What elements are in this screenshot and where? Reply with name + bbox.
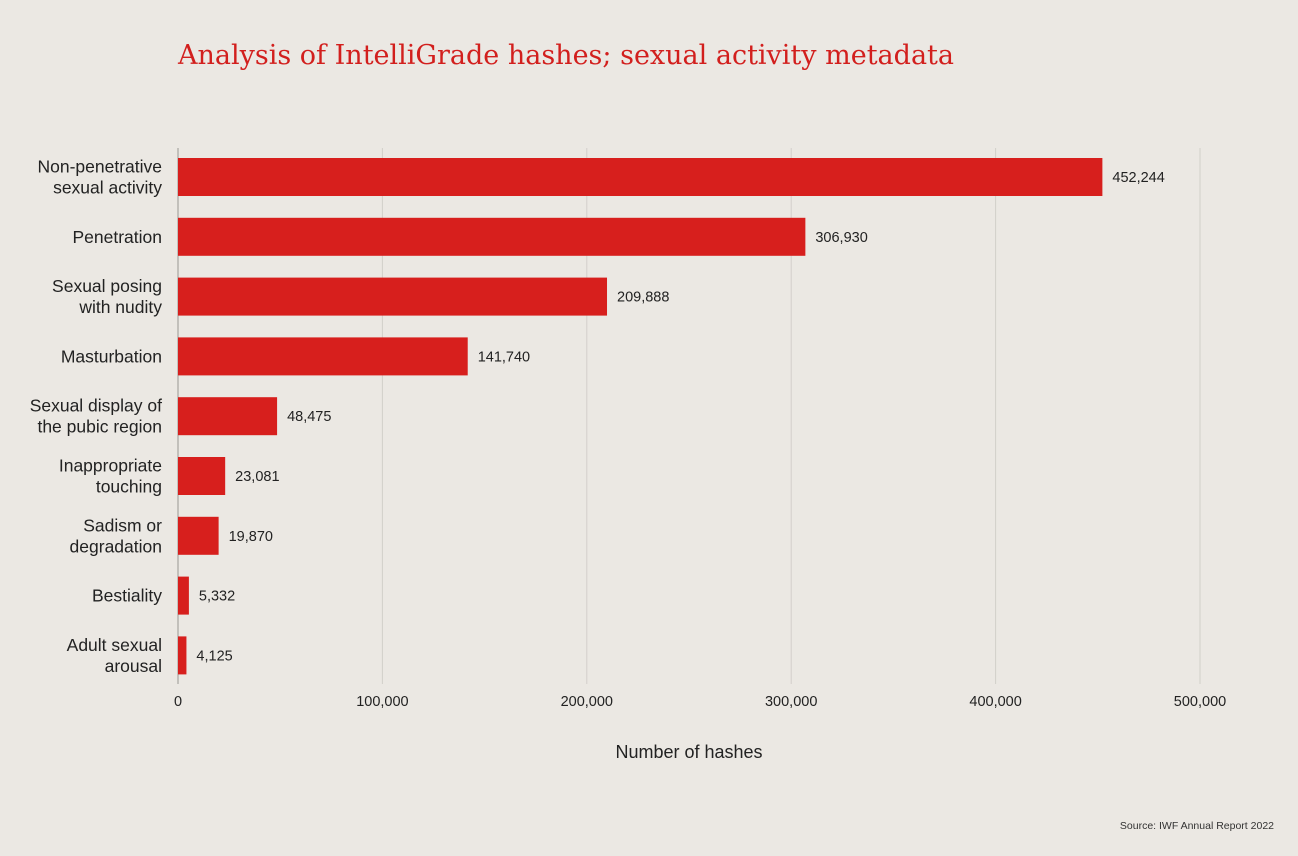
value-label: 141,740 (478, 349, 530, 365)
source-note: Source: IWF Annual Report 2022 (1119, 820, 1274, 832)
category-label: Sexual posing with nudity (52, 276, 162, 317)
value-label: 48,475 (287, 409, 331, 425)
category-label: Masturbation (61, 346, 162, 366)
value-label: 452,244 (1112, 170, 1164, 186)
bar (178, 457, 226, 495)
category-label: Penetration (72, 227, 162, 247)
x-tick-label: 300,000 (765, 694, 817, 710)
x-axis-title: Number of hashes (615, 742, 762, 762)
bar (178, 158, 1103, 196)
value-label: 209,888 (617, 290, 669, 306)
x-tick-label: 400,000 (969, 694, 1021, 710)
bar (178, 516, 219, 555)
bar (178, 636, 187, 675)
value-label: 306,930 (815, 230, 867, 246)
category-label: Sadism or degradation (70, 515, 163, 556)
category-label: Inappropriate touching (59, 456, 162, 497)
x-tick-label: 100,000 (356, 694, 408, 710)
value-label: 19,870 (229, 529, 273, 545)
bars (178, 158, 1103, 675)
value-labels: 452,244 306,930 209,888 141,740 48,475 23,081… (196, 170, 1164, 664)
x-tick-label: 200,000 (561, 694, 613, 710)
value-label: 5,332 (199, 589, 235, 605)
category-label: Non-penetrative sexual activity (37, 157, 162, 198)
value-label: 23,081 (235, 469, 279, 485)
bar (178, 397, 278, 436)
category-label: Adult sexual arousal (67, 635, 162, 676)
value-label: 4,125 (196, 648, 232, 664)
bar (178, 337, 468, 376)
x-tick-label: 500,000 (1174, 694, 1226, 710)
bar (178, 277, 608, 316)
bar (178, 576, 189, 615)
x-tick-label: 0 (174, 694, 182, 710)
category-labels: Non-penetrative sexual activity Penetratio… (30, 157, 163, 676)
category-label: Sexual display of the pubic region (30, 396, 162, 437)
chart-title: Analysis of IntelliGrade hashes; sexual … (178, 40, 954, 71)
x-axis-ticks: 0 100,000 200,000 300,000 400,000 500,000 (174, 694, 1226, 710)
category-label: Bestiality (92, 586, 162, 606)
bar (178, 217, 806, 256)
